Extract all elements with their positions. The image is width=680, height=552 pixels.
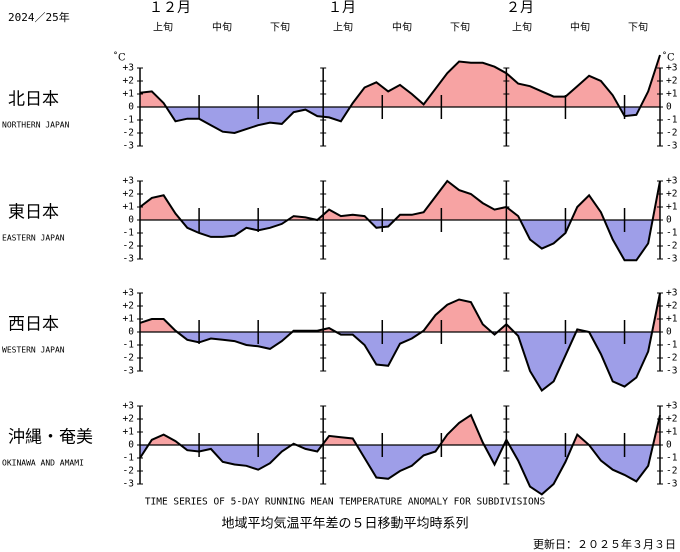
region-name-en: NORTHERN JAPAN xyxy=(2,121,70,130)
dekad-label: 中旬 xyxy=(212,21,232,34)
y-tick-label: +1 xyxy=(666,89,678,100)
month-label: １２月 xyxy=(149,0,191,16)
y-tick-label: -1 xyxy=(123,115,135,126)
negative-area xyxy=(140,107,660,133)
y-tick-label: -2 xyxy=(666,353,677,364)
negative-area xyxy=(140,445,660,495)
y-tick-label: -2 xyxy=(123,241,134,252)
month-label: ２月 xyxy=(506,0,534,16)
dekad-label: 下旬 xyxy=(450,21,470,34)
negative-area xyxy=(140,220,660,261)
chart-title: 地域平均気温平年差の５日移動平均時系列 xyxy=(221,516,468,532)
y-tick-label: -3 xyxy=(666,366,677,377)
region-name-en: WESTERN JAPAN xyxy=(2,346,65,355)
y-tick-label: -1 xyxy=(666,453,678,464)
month-label: １月 xyxy=(328,0,356,16)
y-tick-label: +3 xyxy=(666,63,677,74)
y-tick-label: +3 xyxy=(123,176,134,187)
y-tick-label: +1 xyxy=(123,202,135,213)
y-tick-label: +2 xyxy=(123,414,134,425)
y-tick-label: +2 xyxy=(123,189,134,200)
region-name: 沖縄・奄美 xyxy=(8,428,93,448)
y-tick-label: -3 xyxy=(666,254,677,265)
y-tick-label: -2 xyxy=(123,466,134,477)
region-name-en: OKINAWA AND AMAMI xyxy=(2,459,84,468)
y-tick-label: +2 xyxy=(666,76,677,87)
y-tick-label: -1 xyxy=(123,228,135,239)
y-tick-label: 0 xyxy=(128,215,134,226)
y-tick-label: +2 xyxy=(123,301,134,312)
year-label: 2024／25年 xyxy=(8,10,70,24)
y-tick-label: +3 xyxy=(123,401,134,412)
y-tick-label: -1 xyxy=(123,340,135,351)
y-tick-label: -3 xyxy=(666,141,677,152)
y-tick-label: +2 xyxy=(666,189,677,200)
updated-label: 更新日：２０２５年３月３日 xyxy=(533,537,676,551)
y-tick-label: -2 xyxy=(666,241,677,252)
y-tick-label: -2 xyxy=(666,466,677,477)
positive-area xyxy=(140,55,660,107)
y-tick-label: 0 xyxy=(666,215,672,226)
y-tick-label: -3 xyxy=(123,366,134,377)
y-tick-label: +3 xyxy=(123,63,134,74)
y-tick-label: 0 xyxy=(128,102,134,113)
y-tick-label: -3 xyxy=(123,141,134,152)
dekad-label: 下旬 xyxy=(628,21,648,34)
series-line xyxy=(139,54,661,135)
dekad-label: 上旬 xyxy=(333,21,353,34)
y-tick-label: +3 xyxy=(666,176,677,187)
y-tick-label: -3 xyxy=(123,254,134,265)
y-tick-label: -1 xyxy=(123,453,135,464)
y-tick-label: 0 xyxy=(666,440,672,451)
unit-label: ˚C xyxy=(113,52,126,64)
series-line xyxy=(139,292,661,392)
y-tick-label: +3 xyxy=(666,401,677,412)
dekad-label: 中旬 xyxy=(392,21,412,34)
negative-area xyxy=(140,332,660,391)
y-tick-label: 0 xyxy=(666,102,672,113)
y-tick-label: -2 xyxy=(666,128,677,139)
y-tick-label: +1 xyxy=(666,314,678,325)
region-name-en: EASTERN JAPAN xyxy=(2,234,65,243)
y-tick-label: +1 xyxy=(123,427,135,438)
dekad-label: 上旬 xyxy=(512,21,532,34)
y-tick-label: +1 xyxy=(666,202,678,213)
y-tick-label: 0 xyxy=(666,327,672,338)
y-tick-label: +1 xyxy=(123,314,135,325)
series-line xyxy=(139,179,661,262)
y-tick-label: -2 xyxy=(123,353,134,364)
series-line xyxy=(139,413,661,496)
unit-label: ˚C xyxy=(662,52,675,64)
region-name: 西日本 xyxy=(8,315,59,335)
y-tick-label: +3 xyxy=(666,288,677,299)
y-tick-label: +2 xyxy=(666,301,677,312)
y-tick-label: +3 xyxy=(123,288,134,299)
y-tick-label: 0 xyxy=(128,440,134,451)
dekad-label: 上旬 xyxy=(153,21,173,34)
y-tick-label: +2 xyxy=(123,76,134,87)
y-tick-label: +1 xyxy=(666,427,678,438)
y-tick-label: -3 xyxy=(123,479,134,490)
y-tick-label: +1 xyxy=(123,89,135,100)
y-tick-label: -3 xyxy=(666,479,677,490)
dekad-label: 中旬 xyxy=(570,21,590,34)
y-tick-label: +2 xyxy=(666,414,677,425)
y-tick-label: -1 xyxy=(666,115,678,126)
subtitle: TIME SERIES OF 5-DAY RUNNING MEAN TEMPER… xyxy=(145,497,546,508)
y-tick-label: -2 xyxy=(123,128,134,139)
region-name: 北日本 xyxy=(8,90,59,110)
region-name: 東日本 xyxy=(8,203,59,223)
y-tick-label: -1 xyxy=(666,340,678,351)
y-tick-label: -1 xyxy=(666,228,678,239)
dekad-label: 下旬 xyxy=(270,21,290,34)
y-tick-label: 0 xyxy=(128,327,134,338)
